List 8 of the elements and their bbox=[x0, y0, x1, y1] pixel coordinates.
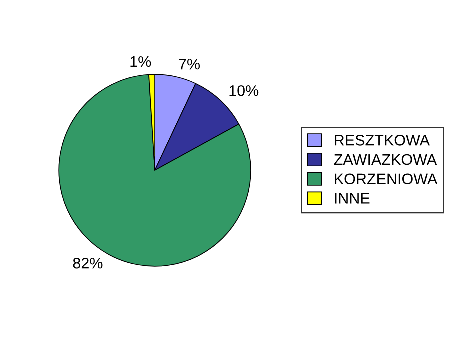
data-label: 7% bbox=[179, 58, 200, 70]
legend-label: RESZTKOWA bbox=[335, 135, 430, 146]
data-label: 82% bbox=[73, 258, 103, 269]
data-label: 1% bbox=[130, 56, 152, 68]
legend-label: KORZENIOWA bbox=[335, 174, 438, 185]
legend-label: ZAWIAZKOWA bbox=[334, 154, 438, 166]
data-label: 10% bbox=[230, 85, 259, 96]
legend-label: INNE bbox=[335, 193, 370, 204]
